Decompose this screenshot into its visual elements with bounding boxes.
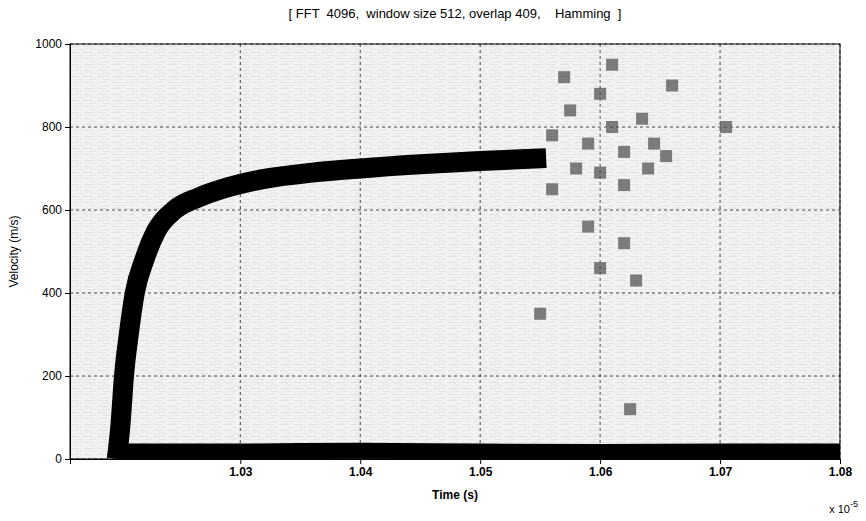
tick-label: 1.06 [589,465,613,479]
point [564,104,576,116]
point [618,237,630,249]
axis-line [71,460,841,465]
point [606,59,618,71]
point [594,262,606,274]
axis-line [65,45,71,460]
annotation-superscript: -5 [850,499,858,509]
tick-mark [65,127,70,128]
point [594,88,606,100]
point [660,150,672,162]
grid-line [480,44,481,459]
tick: 1.04 [349,459,373,479]
tick-label: 200 [42,369,62,383]
tick-label: 400 [42,286,62,300]
tick: 1.06 [589,459,613,479]
tick: 1.03 [229,459,253,479]
x-axis-title: Time (s) [432,488,478,502]
point [720,121,732,133]
tick-label: 1.07 [709,465,733,479]
annotation-text: x 10 [829,503,850,515]
title: [ FFT 4096, window size 512, overlap 409… [289,6,622,21]
tick-mark [65,293,70,294]
plot-background [70,44,840,459]
tick-label: 1.05 [469,465,493,479]
plot: 1.03 1.04 1.05 1.06 1.07 1.08 0 200 400 600 800 100… [35,37,852,478]
tick-mark [65,44,70,45]
tick-label: 1.08 [829,465,853,479]
tick-mark [240,459,241,464]
tick: 0 [55,452,70,466]
point [558,71,570,83]
tick: 600 [42,203,70,217]
tick-mark [360,459,361,464]
tick: 200 [42,369,70,383]
chart: 1.03 1.04 1.05 1.06 1.07 1.08 0 200 400 600 800 100… [0,0,866,521]
point [642,163,654,175]
tick: 800 [42,120,70,134]
point [636,113,648,125]
tick-label: 1.03 [229,465,253,479]
point [630,275,642,287]
x-axis: 1.03 1.04 1.05 1.06 1.07 1.08 [71,459,853,479]
marks [117,59,840,459]
tick: 1.08 [829,459,853,479]
point [546,183,558,195]
point [570,163,582,175]
tick-label: 600 [42,203,62,217]
grid-line [600,44,601,459]
annotation: x 10-5 [829,499,858,515]
point [618,146,630,158]
tick: 400 [42,286,70,300]
grid [70,44,840,459]
grid-line [720,44,721,459]
line [117,158,546,459]
point [582,221,594,233]
point [666,80,678,92]
point [594,167,606,179]
point [618,179,630,191]
line [117,451,840,452]
tick-label: 1.04 [349,465,373,479]
tick-mark [720,459,721,464]
grid-line [360,44,361,459]
tick-label: 1000 [35,37,62,51]
tick-label: 800 [42,120,62,134]
point [534,308,546,320]
point [648,138,660,150]
point [624,403,636,415]
tick-label: 0 [55,452,62,466]
plot-frame [70,44,840,459]
tick: 1.07 [709,459,733,479]
point [582,138,594,150]
point [546,129,558,141]
tick-mark [480,459,481,464]
tick-mark [65,210,70,211]
tick: 1.05 [469,459,493,479]
tick-mark [65,376,70,377]
grid-line [70,293,840,294]
tick-mark [840,459,841,464]
tick: 1000 [35,37,70,51]
point [606,121,618,133]
tick-mark [65,459,70,460]
tick-mark [600,459,601,464]
y-axis: 0 200 400 600 800 1000 [35,37,70,466]
grid-line [240,44,241,459]
grid-line [70,376,840,377]
y-axis-title: Velocity (m/s) [7,215,21,287]
